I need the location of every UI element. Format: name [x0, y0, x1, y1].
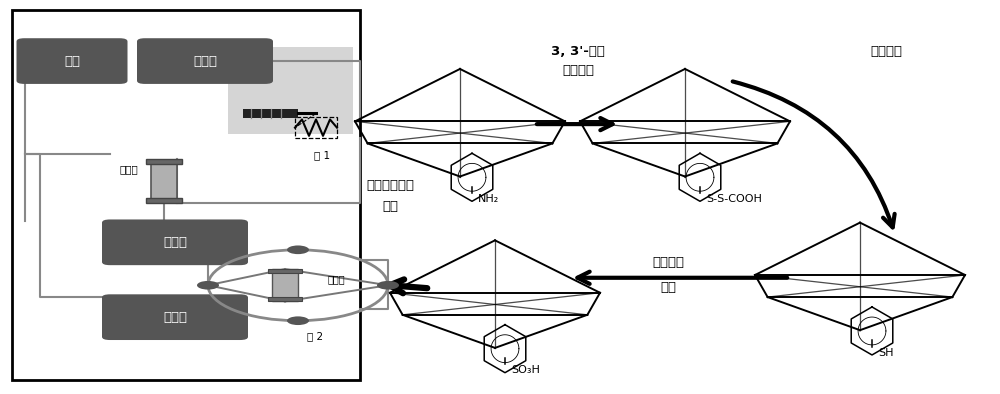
Text: 废液: 废液: [64, 55, 80, 67]
Text: 检测器: 检测器: [163, 236, 187, 249]
Text: 分析柱: 分析柱: [119, 164, 138, 175]
Text: 阀 2: 阀 2: [307, 331, 323, 341]
Text: 过氧化氢: 过氧化氢: [652, 256, 684, 268]
Text: SO₃H: SO₃H: [511, 365, 540, 375]
Text: NH₂: NH₂: [478, 194, 499, 204]
FancyBboxPatch shape: [137, 38, 273, 84]
Text: SH: SH: [878, 348, 894, 357]
Text: 阀 1: 阀 1: [314, 151, 330, 161]
Circle shape: [197, 281, 219, 290]
Text: 材料: 材料: [382, 201, 398, 213]
Bar: [243, 109, 298, 118]
Text: 金属有机框架: 金属有机框架: [366, 179, 414, 191]
Bar: [12, 10, 360, 380]
Bar: [268, 297, 302, 301]
Circle shape: [287, 316, 309, 325]
Text: 液相泵: 液相泵: [163, 311, 187, 323]
Bar: [272, 269, 298, 301]
FancyBboxPatch shape: [102, 294, 248, 340]
Text: 礀氢化销: 礀氢化销: [870, 45, 902, 58]
FancyBboxPatch shape: [102, 219, 248, 265]
Bar: [268, 269, 302, 273]
Text: 3, 3'-二硫: 3, 3'-二硫: [551, 45, 605, 58]
Bar: [151, 160, 177, 203]
Bar: [146, 198, 182, 203]
Text: 硫酸: 硫酸: [660, 281, 676, 294]
Text: 液相泵: 液相泵: [193, 55, 217, 67]
Bar: [228, 47, 353, 134]
Circle shape: [377, 281, 399, 290]
Bar: [295, 117, 337, 138]
Text: 填充柱: 填充柱: [328, 274, 346, 284]
FancyBboxPatch shape: [16, 38, 128, 84]
Text: S-S-COOH: S-S-COOH: [706, 194, 762, 204]
Text: 代二丙酸: 代二丙酸: [562, 65, 594, 77]
Circle shape: [287, 245, 309, 254]
Bar: [146, 159, 182, 164]
